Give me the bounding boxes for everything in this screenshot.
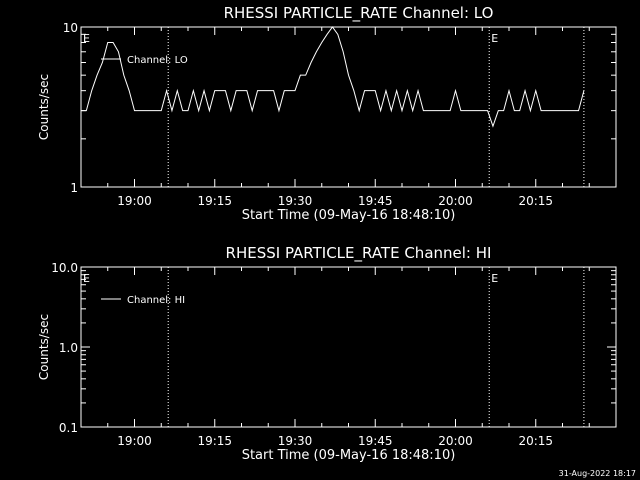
- x-tick-label: 20:15: [518, 434, 553, 448]
- x-tick-label: 19:30: [278, 434, 313, 448]
- eclipse-marker: E: [491, 32, 498, 45]
- x-tick-label: 19:30: [278, 194, 313, 208]
- x-tick-label: 20:00: [438, 434, 473, 448]
- edge-marker: E: [83, 272, 90, 285]
- x-axis-label: Start Time (09-May-16 18:48:10): [242, 208, 456, 223]
- y-tick-label: 1: [70, 181, 78, 195]
- legend-label: Channel: HI: [127, 295, 185, 306]
- chart-title: RHESSI PARTICLE_RATE Channel: HI: [226, 244, 492, 263]
- chart-title: RHESSI PARTICLE_RATE Channel: LO: [224, 4, 494, 23]
- panel-lo: RHESSI PARTICLE_RATE Channel: LO 19:00 19:…: [37, 4, 617, 223]
- y-axis-label: Counts/sec: [37, 314, 51, 380]
- x-tick-label: 19:15: [197, 434, 232, 448]
- x-tick-label: 19:45: [358, 194, 393, 208]
- x-axis-label: Start Time (09-May-16 18:48:10): [242, 448, 456, 463]
- y-axis-label: Counts/sec: [37, 74, 51, 140]
- eclipse-marker: E: [491, 272, 498, 285]
- y-tick-label: 10.0: [51, 261, 78, 275]
- x-tick-label: 19:00: [117, 434, 152, 448]
- y-tick-label: 1.0: [59, 341, 78, 355]
- legend-label: Channel: LO: [127, 55, 188, 66]
- plot-frame: [80, 26, 617, 188]
- x-tick-label: 19:00: [117, 194, 152, 208]
- x-tick-label: 19:45: [358, 434, 393, 448]
- plot-frame: [80, 266, 617, 428]
- x-tick-label: 19:15: [197, 194, 232, 208]
- panel-hi: RHESSI PARTICLE_RATE Channel: HI 19:00 19:…: [37, 244, 617, 463]
- timestamp-footer: 31-Aug-2022 18:17: [559, 469, 636, 478]
- x-tick-label: 20:15: [518, 194, 553, 208]
- edge-marker: E: [83, 32, 90, 45]
- x-tick-label: 20:00: [438, 194, 473, 208]
- y-tick-label: 0.1: [59, 421, 78, 435]
- series-line: [81, 26, 585, 128]
- y-tick-label: 10: [63, 21, 78, 35]
